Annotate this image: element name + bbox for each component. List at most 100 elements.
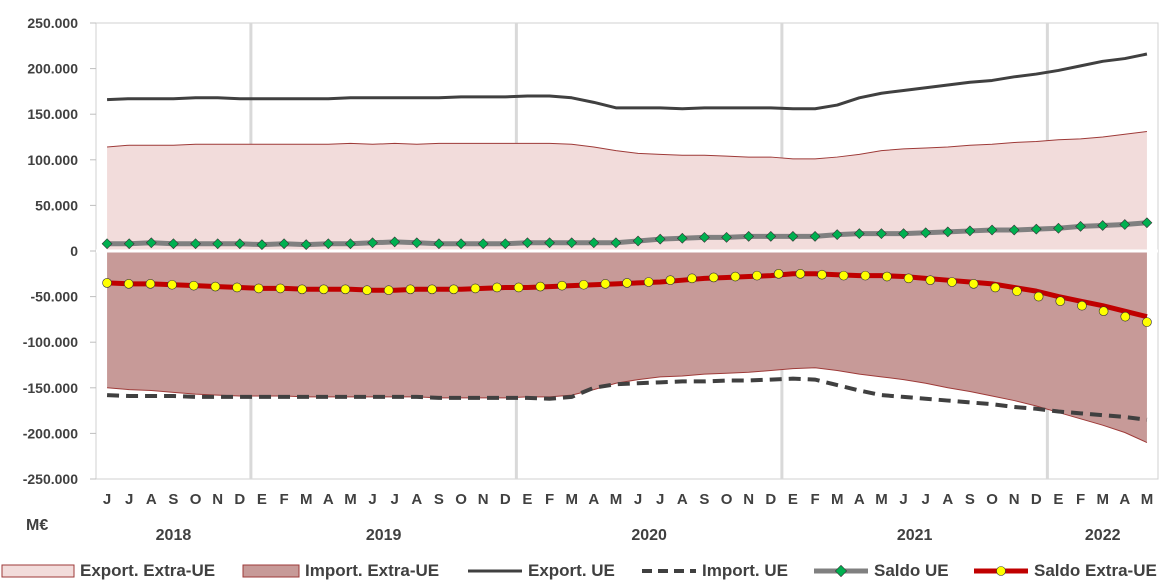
data-point xyxy=(389,236,401,248)
x-tick-label: J xyxy=(634,491,642,508)
data-point xyxy=(513,282,524,293)
data-point xyxy=(448,284,459,295)
data-point xyxy=(743,231,755,242)
legend: Export. Extra-UE Import. Extra-UE Export… xyxy=(0,560,1170,581)
x-tick-label: A xyxy=(146,491,157,508)
data-point xyxy=(477,238,489,250)
x-tick-label: J xyxy=(125,491,133,508)
x-tick-label: O xyxy=(190,491,202,508)
data-point xyxy=(275,283,286,294)
data-point xyxy=(168,238,179,250)
year-label: 2018 xyxy=(156,527,192,544)
data-point xyxy=(1120,311,1131,322)
year-label: 2021 xyxy=(897,527,933,544)
legend-item-saldo-ue: Saldo UE xyxy=(812,560,949,581)
data-point xyxy=(492,282,502,293)
data-point xyxy=(600,279,611,289)
data-point xyxy=(557,280,567,291)
x-tick-label: E xyxy=(522,491,532,508)
x-tick-label: S xyxy=(434,491,444,508)
x-tick-label: A xyxy=(1119,491,1130,508)
data-point xyxy=(643,277,654,287)
data-point xyxy=(1053,222,1064,234)
data-point xyxy=(544,237,555,249)
data-point xyxy=(433,238,445,250)
legend-label: Saldo Extra-UE xyxy=(1034,560,1157,580)
y-tick-label: 200.000 xyxy=(27,61,78,77)
x-tick-label: A xyxy=(677,491,688,508)
data-point xyxy=(665,275,676,285)
data-point xyxy=(610,237,622,249)
legend-label: Export. Extra-UE xyxy=(80,560,216,580)
data-point xyxy=(1142,317,1152,327)
x-tick-label: D xyxy=(765,491,776,508)
y-tick-label: 50.000 xyxy=(35,197,78,213)
series-area-1 xyxy=(107,251,1147,443)
data-point xyxy=(1075,221,1086,232)
data-point xyxy=(1008,224,1020,236)
data-point xyxy=(256,239,268,250)
x-tick-label: N xyxy=(478,491,489,508)
data-point xyxy=(876,228,887,240)
x-tick-label: D xyxy=(500,491,511,508)
data-point xyxy=(123,279,134,289)
y-tick-label: -250.000 xyxy=(23,471,78,487)
legend-item-export-extra-ue: Export. Extra-UE xyxy=(0,560,215,581)
x-tick-label: S xyxy=(699,491,709,508)
legend-label: Import. Extra-UE xyxy=(305,560,440,580)
legend-item-export-ue: Export. UE xyxy=(466,560,615,581)
data-point xyxy=(882,271,892,282)
data-point xyxy=(925,275,936,285)
data-point xyxy=(383,285,394,296)
x-tick-label: J xyxy=(368,491,376,508)
unit-label: M€ xyxy=(26,517,48,534)
data-point xyxy=(898,228,909,240)
data-point xyxy=(188,280,199,291)
x-tick-label: D xyxy=(234,491,245,508)
data-point xyxy=(212,238,224,250)
data-point xyxy=(687,273,697,284)
data-point xyxy=(340,284,351,295)
line-series xyxy=(101,52,1153,422)
x-tick-label: N xyxy=(212,491,223,508)
data-point xyxy=(730,271,741,282)
data-point xyxy=(831,229,843,240)
x-tick-label: M xyxy=(831,491,844,508)
y-tick-label: -200.000 xyxy=(23,425,78,441)
y-tick-label: 150.000 xyxy=(27,106,78,122)
x-tick-label: F xyxy=(545,491,554,508)
data-point xyxy=(1030,223,1042,235)
x-tick-label: J xyxy=(103,491,111,508)
year-label: 2022 xyxy=(1085,527,1121,544)
data-point xyxy=(708,272,719,283)
series-line-3 xyxy=(106,376,1148,422)
data-point xyxy=(405,284,416,295)
data-point xyxy=(578,279,589,290)
data-point xyxy=(817,269,827,280)
data-point xyxy=(297,284,307,295)
x-tick-label: A xyxy=(588,491,599,508)
data-point xyxy=(942,226,954,238)
data-point xyxy=(838,270,849,281)
data-point xyxy=(1119,219,1131,230)
legend-item-import-extra-ue: Import. Extra-UE xyxy=(241,560,439,581)
y-axis: 250.000 200.000 150.000 100.000 50.000 0 -50.0… xyxy=(23,15,78,487)
x-tick-label: D xyxy=(1031,491,1042,508)
data-point xyxy=(964,225,976,237)
y-tick-label: 100.000 xyxy=(27,152,78,168)
x-tick-label: E xyxy=(257,491,267,508)
data-point xyxy=(278,238,290,250)
data-point xyxy=(860,270,871,281)
x-tick-label: J xyxy=(656,491,664,508)
x-tick-label: A xyxy=(854,491,865,508)
data-point xyxy=(990,282,1001,293)
x-tick-label: E xyxy=(1053,491,1063,508)
data-point xyxy=(903,273,914,284)
x-tick-label: M xyxy=(875,491,888,508)
legend-label: Import. UE xyxy=(702,560,788,580)
data-point xyxy=(787,231,799,242)
data-point xyxy=(795,268,806,279)
legend-label: Saldo UE xyxy=(874,560,949,580)
